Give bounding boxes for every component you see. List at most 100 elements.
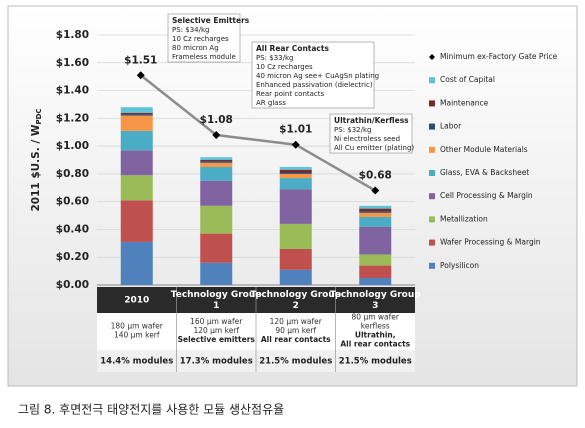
y-axis-label: 2011 $U.S. / WPDC bbox=[30, 108, 43, 211]
bar-segment bbox=[200, 160, 233, 162]
category-label: 2010 bbox=[124, 296, 149, 306]
bar-segment bbox=[359, 216, 392, 227]
legend-swatch bbox=[429, 239, 435, 246]
legend-label: Other Module Materials bbox=[440, 145, 528, 154]
bar-segment bbox=[200, 161, 233, 163]
price-line bbox=[139, 74, 376, 192]
annotation-title: All Rear Contacts bbox=[256, 44, 329, 53]
annotation-text: Rear point contacts bbox=[256, 90, 325, 98]
spec-text: 120 μm wafer bbox=[270, 317, 323, 326]
legend-swatch bbox=[429, 262, 435, 269]
annotation-box bbox=[251, 41, 375, 109]
y-tick-label: $0.00 bbox=[56, 279, 89, 291]
spec-text: 80 μm wafer bbox=[352, 313, 400, 322]
caption: 그림 8. 후면전극 태양전지를 사용한 모듈 생산점유율 bbox=[18, 403, 284, 417]
bar-segment bbox=[120, 175, 153, 201]
module-text: 14.4% modules bbox=[100, 357, 173, 367]
annotation-text: Enhanced passivation (dielectric) bbox=[256, 81, 373, 89]
y-tick-label: $1.60 bbox=[56, 57, 89, 69]
y-tick-label: $0.40 bbox=[56, 223, 89, 235]
bar-segment bbox=[200, 157, 233, 160]
bar-segment bbox=[359, 205, 392, 209]
spec-text: 120 μm kerf bbox=[193, 326, 239, 335]
y-tick-label: $0.80 bbox=[56, 168, 89, 180]
legend-label: Cost of Capital bbox=[440, 75, 495, 84]
legend-swatch bbox=[429, 170, 435, 176]
legend-swatch bbox=[429, 100, 435, 107]
spec-text: 90 μm kerf bbox=[275, 326, 316, 335]
price-marker bbox=[291, 140, 300, 149]
annotation-text: Ni electroless seed bbox=[334, 135, 400, 143]
legend-marker bbox=[429, 54, 435, 60]
value-label: $0.68 bbox=[359, 170, 392, 182]
module-text: 21.5% modules bbox=[259, 357, 332, 367]
category-label: Technology Group 2 bbox=[250, 290, 342, 311]
bar-segment bbox=[359, 212, 392, 217]
annotation-box bbox=[167, 13, 241, 63]
annotation-text: PS: $34/kg bbox=[172, 26, 209, 34]
spec-text: Selective emitters bbox=[178, 335, 256, 344]
annotation-text: All Cu emitter (plating) bbox=[334, 144, 414, 152]
legend-swatch bbox=[429, 77, 435, 84]
annotation-text: 80 micron Ag bbox=[172, 44, 219, 52]
bar-segment bbox=[279, 173, 312, 179]
legend-label: Minimum ex-Factory Gate Price bbox=[440, 52, 558, 61]
bar-segment bbox=[279, 189, 312, 224]
bar-segment bbox=[359, 278, 392, 285]
legend-label: Cell Processing & Margin bbox=[440, 191, 533, 200]
bar-segment bbox=[359, 254, 392, 266]
spec-text: All rear contacts bbox=[261, 335, 331, 344]
legend-label: Maintenance bbox=[440, 98, 489, 107]
legend-swatch bbox=[429, 146, 435, 153]
annotation-text: 10 Cz recharges bbox=[172, 35, 229, 43]
legend-swatch bbox=[429, 216, 435, 223]
bar-segment bbox=[200, 180, 233, 206]
bar-segment bbox=[279, 169, 312, 173]
spec-text: kerfless bbox=[361, 322, 390, 331]
annotation-title: Selective Emitters bbox=[172, 16, 250, 25]
annotation-title: Ultrathin/Kerfless bbox=[334, 116, 409, 125]
legend-label: Glass, EVA & Backsheet bbox=[440, 168, 529, 177]
y-tick-label: $0.60 bbox=[56, 196, 89, 208]
category-label: Technology Group 3 bbox=[330, 290, 422, 311]
spec-text: All rear contacts bbox=[340, 340, 410, 349]
bar-segment bbox=[200, 262, 233, 285]
bar-segment bbox=[120, 114, 153, 116]
legend-label: Polysilicon bbox=[440, 261, 479, 270]
bar-segment bbox=[279, 166, 312, 170]
bar-segment bbox=[279, 223, 312, 249]
annotation-box bbox=[329, 113, 413, 154]
bar-segment bbox=[120, 115, 153, 131]
module-text: 21.5% modules bbox=[339, 357, 412, 367]
bar-segment bbox=[120, 130, 153, 151]
bar-segment bbox=[120, 150, 153, 176]
bar-segment bbox=[359, 265, 392, 279]
y-tick-label: $1.20 bbox=[56, 112, 89, 124]
bar-segment bbox=[120, 200, 153, 242]
price-marker bbox=[136, 71, 145, 80]
annotation-text: AR glass bbox=[256, 99, 286, 107]
category-label: Technology Group 1 bbox=[171, 290, 263, 311]
bar-segment bbox=[279, 178, 312, 190]
y-tick-label: $1.00 bbox=[56, 140, 89, 152]
y-tick-label: $1.40 bbox=[56, 85, 89, 97]
bar-segment bbox=[200, 205, 233, 234]
spec-text: Ultrathin, bbox=[355, 331, 396, 340]
spec-text: 160 μm wafer bbox=[190, 317, 243, 326]
legend-label: Wafer Processing & Margin bbox=[440, 238, 541, 247]
bar-segment bbox=[200, 166, 233, 181]
price-marker bbox=[371, 186, 380, 195]
y-tick-label: $0.20 bbox=[56, 251, 89, 263]
value-label: $1.51 bbox=[124, 54, 157, 66]
bar-segment bbox=[279, 248, 312, 270]
bar-segment bbox=[200, 162, 233, 167]
bar-segment bbox=[359, 211, 392, 213]
bar-segment bbox=[120, 112, 153, 115]
bar-segment bbox=[200, 233, 233, 263]
legend-label: Labor bbox=[440, 122, 462, 131]
spec-text: 140 μm kerf bbox=[114, 331, 160, 340]
bar-segment bbox=[359, 208, 392, 212]
bar-segment bbox=[359, 226, 392, 255]
bar-segment bbox=[120, 241, 153, 285]
